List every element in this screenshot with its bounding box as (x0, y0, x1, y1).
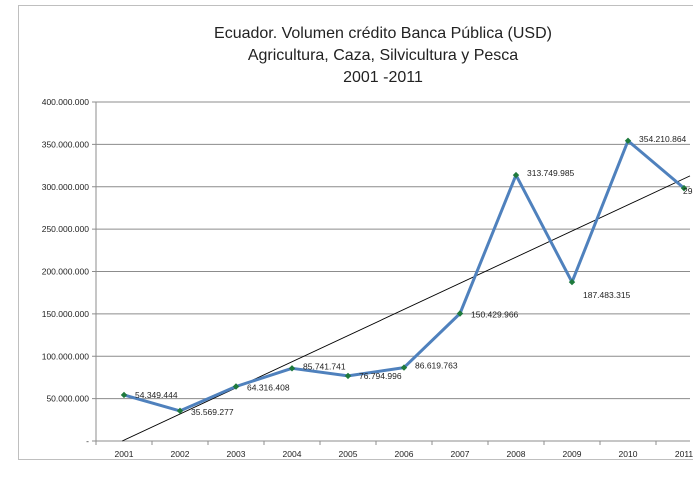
data-label: 35.569.277 (191, 407, 234, 417)
data-point-marker (568, 278, 576, 286)
x-tick-label: 2008 (507, 449, 526, 459)
data-point-marker (400, 364, 408, 371)
chart-title-line-3: 2001 -2011 (343, 69, 423, 86)
data-point-marker (624, 137, 632, 145)
x-tick-label: 2006 (395, 449, 414, 459)
x-tick-label: 2007 (451, 449, 470, 459)
y-tick-label: 350.000.000 (42, 139, 90, 149)
data-point-marker (232, 383, 240, 390)
data-point-marker (680, 184, 688, 192)
markers (120, 137, 688, 415)
data-label: 54.349.444 (135, 390, 178, 400)
data-label: 64.316.408 (247, 382, 290, 392)
data-label: 150.429.966 (471, 310, 519, 320)
data-label: 313.749.985 (527, 168, 575, 178)
y-tick-label: 200.000.000 (42, 267, 90, 277)
trendline (122, 175, 691, 442)
gridlines (96, 101, 690, 400)
y-tick-label: 250.000.000 (42, 224, 90, 234)
x-tick-label: 2005 (339, 449, 358, 459)
chart-title-line-2: Agricultura, Caza, Silvicultura y Pesca (248, 47, 518, 64)
y-tick-label: 150.000.000 (42, 309, 90, 319)
chart-title: Ecuador. Volumen crédito Banca Pública (… (214, 25, 552, 86)
linear-trendline (122, 175, 691, 442)
data-label: 85.741.741 (303, 361, 346, 371)
y-axis-tick-labels: - 50.000.000 100.000.000 150.000.000 200.000… (42, 97, 90, 446)
axes (92, 101, 690, 445)
chart-title-line-1: Ecuador. Volumen crédito Banca Pública (… (214, 25, 552, 42)
data-point-marker (288, 365, 296, 372)
x-tick-label: 2011 (675, 449, 693, 459)
data-label: 86.619.763 (415, 361, 458, 371)
chart-frame (18, 5, 693, 460)
y-tick-label: 300.000.000 (42, 182, 90, 192)
data-point-marker (456, 310, 464, 317)
data-label: 187.483.315 (583, 290, 631, 300)
x-tick-label: 2004 (283, 449, 302, 459)
x-tick-label: 2009 (563, 449, 582, 459)
data-point-marker (176, 407, 184, 415)
data-labels: 54.349.444 35.569.277 64.316.408 85.741.741… (135, 134, 693, 417)
data-label: 76.794.996 (359, 371, 402, 381)
x-tick-label: 2002 (171, 449, 190, 459)
x-tick-label: 2003 (227, 449, 246, 459)
x-tick-label: 2010 (619, 449, 638, 459)
x-axis-tick-labels: 2001 2002 2003 2004 2005 2006 2007 2008 2009 2010… (115, 449, 693, 459)
x-tick-label: 2001 (115, 449, 134, 459)
y-tick-label: 400.000.000 (42, 97, 90, 107)
data-point-marker (120, 391, 128, 399)
data-label: 298.38 (683, 186, 693, 196)
y-tick-label: - (86, 436, 89, 446)
y-tick-label: 100.000.000 (42, 351, 90, 361)
y-tick-label: 50.000.000 (46, 394, 89, 404)
data-label: 354.210.864 (639, 134, 687, 144)
data-point-marker (344, 372, 352, 380)
data-point-marker (512, 171, 520, 179)
